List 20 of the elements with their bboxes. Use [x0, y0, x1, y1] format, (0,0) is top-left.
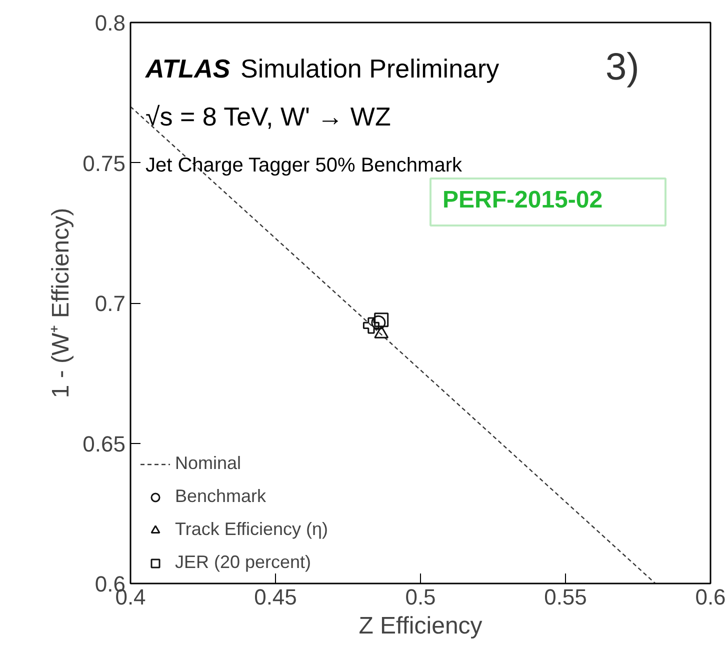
y-tick-label: 0.8 — [94, 10, 126, 36]
x-tick-label: 0.45 — [254, 584, 297, 610]
y-tick-label: 0.7 — [94, 291, 126, 316]
x-axis-title: Z Efficiency — [358, 612, 482, 640]
x-tick-label: 0.5 — [405, 584, 436, 610]
annotation: 3) — [606, 46, 640, 88]
legend-label: Nominal — [175, 453, 242, 474]
annotation: ATLAS — [144, 54, 231, 84]
annotation: Simulation Preliminary — [240, 54, 500, 84]
x-tick-label: 0.6 — [695, 584, 726, 610]
annotation: √s = 8 TeV, W' → WZ — [146, 102, 391, 132]
annotation: Jet Charge Tagger 50% Benchmark — [146, 154, 463, 176]
y-tick-label: 0.65 — [82, 431, 126, 456]
x-tick-label: 0.55 — [544, 584, 587, 610]
y-axis-title: 1 - (W⁺ Efficiency) — [48, 208, 75, 398]
legend-label: Benchmark — [175, 486, 266, 507]
y-tick-label: 0.75 — [82, 150, 126, 176]
annotation: PERF-2015-02 — [442, 186, 603, 214]
legend-label: Track Efficiency (η) — [175, 519, 328, 540]
legend-label: JER (20 percent) — [175, 552, 312, 573]
